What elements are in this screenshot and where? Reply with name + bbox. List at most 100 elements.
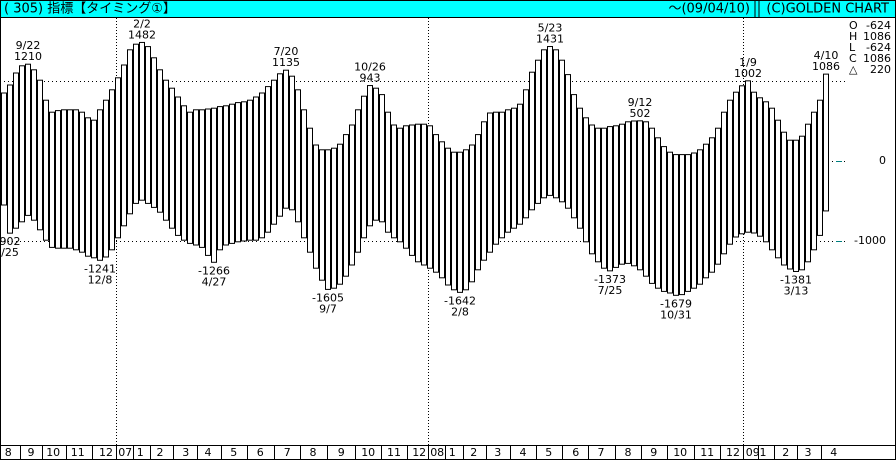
bar bbox=[337, 143, 343, 285]
bar bbox=[247, 99, 253, 241]
bar bbox=[673, 154, 679, 296]
annotation-value: 1210 bbox=[14, 50, 42, 63]
bar bbox=[61, 109, 67, 249]
annotation-date: 7/25 bbox=[598, 284, 623, 297]
bar bbox=[427, 125, 433, 269]
x-tick-label: 07 bbox=[118, 446, 132, 459]
bar bbox=[289, 75, 295, 211]
x-tick-label: 11 bbox=[700, 446, 714, 459]
annotation-value: 1002 bbox=[734, 67, 762, 80]
header-title: ( 305) 指標【タイミング①】 bbox=[4, 2, 176, 17]
bar bbox=[193, 109, 199, 246]
bar bbox=[595, 127, 601, 263]
bar bbox=[709, 137, 715, 273]
bar bbox=[535, 59, 541, 204]
bar bbox=[181, 105, 187, 241]
bar bbox=[223, 105, 229, 246]
annotation-date: 3/13 bbox=[784, 284, 809, 297]
x-tick-label: 12 bbox=[726, 446, 740, 459]
bar bbox=[169, 87, 175, 229]
info-value: 220 bbox=[870, 63, 891, 76]
annotation-value: 1482 bbox=[128, 28, 156, 41]
bar bbox=[745, 80, 751, 233]
info-label: O bbox=[849, 19, 858, 32]
annotation-value: 1431 bbox=[536, 33, 564, 46]
annotation-date: 10/31 bbox=[660, 308, 692, 321]
bar bbox=[781, 131, 787, 266]
header-date: 〜(09/04/10) bbox=[668, 2, 750, 17]
info-label: H bbox=[849, 30, 857, 43]
annotation-date: 4/10 bbox=[814, 49, 839, 62]
bar bbox=[613, 125, 619, 268]
x-tick-label: 10 bbox=[673, 446, 687, 459]
bar bbox=[625, 121, 631, 264]
bar bbox=[259, 92, 265, 239]
bar bbox=[67, 109, 73, 249]
x-tick-label: 4 bbox=[520, 446, 527, 459]
annotation-value: 1086 bbox=[812, 60, 840, 73]
bar bbox=[109, 89, 115, 251]
bar bbox=[145, 46, 151, 204]
bar bbox=[721, 111, 727, 255]
bar bbox=[523, 89, 529, 219]
x-tick-label: 12 bbox=[99, 446, 113, 459]
annotation-value: -1381 bbox=[780, 273, 812, 286]
bar bbox=[433, 134, 439, 273]
bar bbox=[775, 119, 781, 259]
bar bbox=[481, 121, 487, 261]
bar bbox=[445, 147, 451, 286]
bar bbox=[349, 124, 355, 266]
info-value: 1086 bbox=[863, 30, 891, 43]
bar bbox=[121, 64, 127, 227]
bar bbox=[751, 91, 757, 234]
bar bbox=[241, 101, 247, 242]
bar bbox=[115, 77, 121, 239]
x-tick-label: 12 bbox=[412, 446, 426, 459]
bar bbox=[217, 106, 223, 251]
annotation-date: 5/23 bbox=[538, 22, 563, 35]
bar bbox=[325, 149, 331, 290]
bar bbox=[355, 109, 361, 253]
annotation-date: /25 bbox=[1, 246, 19, 259]
x-tick-label: 11 bbox=[387, 446, 401, 459]
bar bbox=[421, 123, 427, 266]
bar bbox=[715, 127, 721, 265]
bar bbox=[277, 73, 283, 217]
annotation-value: 502 bbox=[630, 107, 651, 120]
x-tick-label: 1 bbox=[137, 446, 144, 459]
annotation-date: 9/22 bbox=[16, 39, 41, 52]
bar bbox=[589, 124, 595, 255]
bar bbox=[37, 79, 43, 231]
bar bbox=[205, 108, 211, 256]
bar bbox=[559, 59, 565, 203]
info-label: △ bbox=[849, 63, 858, 76]
bar bbox=[691, 152, 697, 289]
x-tick-label: 6 bbox=[572, 446, 579, 459]
bar bbox=[103, 99, 109, 258]
bar bbox=[199, 109, 205, 248]
x-tick-label: 7 bbox=[284, 446, 291, 459]
bar bbox=[787, 139, 793, 270]
bar bbox=[43, 99, 49, 241]
x-tick-label: 3 bbox=[805, 446, 812, 459]
bar bbox=[793, 139, 799, 272]
bar bbox=[211, 107, 217, 263]
bar bbox=[661, 146, 667, 292]
bar bbox=[301, 109, 307, 239]
annotation-date: 2/8 bbox=[451, 305, 469, 318]
x-tick-label: 2 bbox=[157, 446, 164, 459]
bar bbox=[811, 111, 817, 251]
x-tick-label: 2 bbox=[470, 446, 477, 459]
info-panel bbox=[846, 19, 894, 77]
bar bbox=[631, 120, 637, 267]
bar bbox=[1, 92, 7, 206]
bar bbox=[373, 87, 379, 221]
bar bbox=[655, 137, 661, 289]
annotation-date: 12/8 bbox=[88, 273, 113, 286]
bar bbox=[367, 85, 373, 227]
bar bbox=[127, 49, 133, 215]
bar bbox=[505, 109, 511, 233]
bar bbox=[703, 143, 709, 279]
bar bbox=[547, 46, 553, 196]
